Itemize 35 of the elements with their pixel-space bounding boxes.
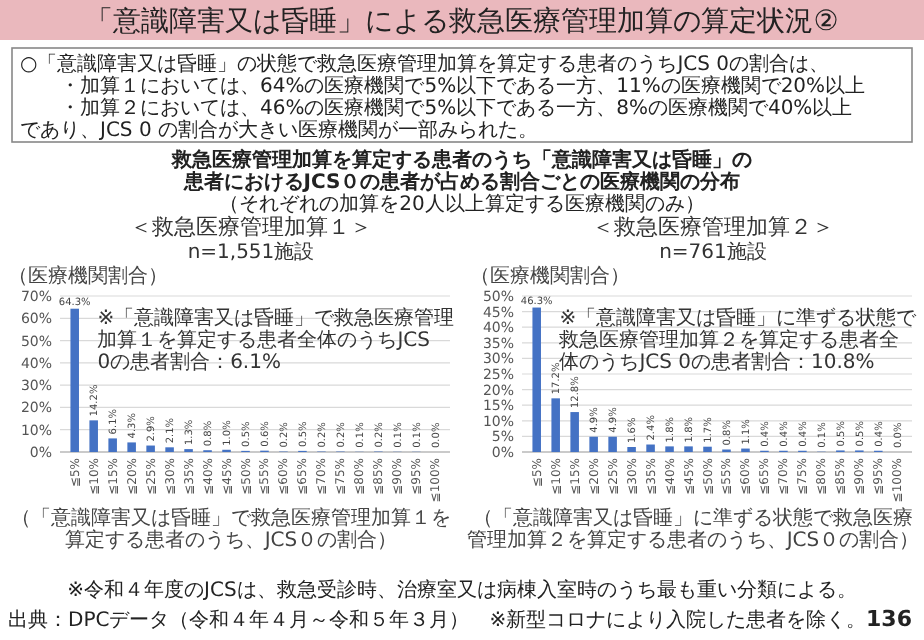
bar xyxy=(684,446,693,452)
bar xyxy=(703,446,712,452)
bar xyxy=(70,308,79,452)
bar xyxy=(608,436,617,452)
text: であり、JCS 0 の割合が大きい医療機関が一部みられた。 xyxy=(20,118,538,142)
bar xyxy=(665,446,674,452)
bar xyxy=(146,445,155,452)
bar xyxy=(589,436,598,452)
text: ※令和４年度のJCSは、救急受診時、治療室又は病棟入室時のうち最も重い分類による。 xyxy=(67,578,857,602)
bar xyxy=(127,442,136,452)
bar xyxy=(532,307,541,452)
x-axis-title: （「意識障害又は昏睡」で救急医療管理加算１を算定する患者のうち、JCS０の割合） xyxy=(11,506,451,552)
chart-subtitle: n=1,551施設 xyxy=(187,240,315,264)
bar xyxy=(89,420,98,452)
chart-title: ＜救急医療管理加算２＞ xyxy=(592,214,834,240)
bar xyxy=(570,412,579,452)
bar xyxy=(551,398,560,452)
y-axis-title: （医療機関割合） xyxy=(8,264,168,288)
text: 患者におけるJCS０の患者が占める割合ごとの医療機関の分布 xyxy=(181,170,741,194)
y-axis-title: （医療機関割合） xyxy=(470,264,630,288)
text: （それぞれの加算を20人以上算定する医療機関のみ） xyxy=(219,192,705,216)
chart-title: ＜救急医療管理加算１＞ xyxy=(130,214,372,240)
annotation: ※「意識障害又は昏睡」に準ずる状態で救急医療管理加算２を算定する患者全体のうちJCS 0の患者割合：10.8% xyxy=(557,306,919,374)
text: 136 xyxy=(866,606,913,632)
text: 救急医療管理加算を算定する患者のうち「意識障害又は昏睡」の xyxy=(170,148,752,172)
x-axis-title: （「意識障害又は昏睡」に準ずる状態で救急医療管理加算２を算定する患者のうち、JCS０の割合） xyxy=(466,506,920,552)
annotation: ※「意識障害又は昏睡」で救急医療管理加算１を算定する患者全体のうちJCS 0の患者割合：6.1% xyxy=(97,306,455,374)
text: ・加算１においては、64%の医療機関で5%以下である一方、11%の医療機関で20%以上 xyxy=(60,74,866,98)
text: 「意識障害又は昏睡」による救急医療管理加算の算定状況② xyxy=(85,6,839,38)
text: ○「意識障害又は昏睡」の状態で救急医療管理加算を算定する患者のうちJCS 0の割合は、 xyxy=(20,52,830,76)
text: ・加算２においては、46%の医療機関で5%以下である一方、8%の医療機関で40%以上 xyxy=(60,96,853,120)
bar xyxy=(108,438,117,452)
bar xyxy=(646,444,655,452)
source-note: 出典：DPCデータ（令和４年４月～令和５年３月） ※新型コロナにより入院した患者を除く。 xyxy=(8,608,867,632)
chart-subtitle: n=761施設 xyxy=(659,240,767,264)
